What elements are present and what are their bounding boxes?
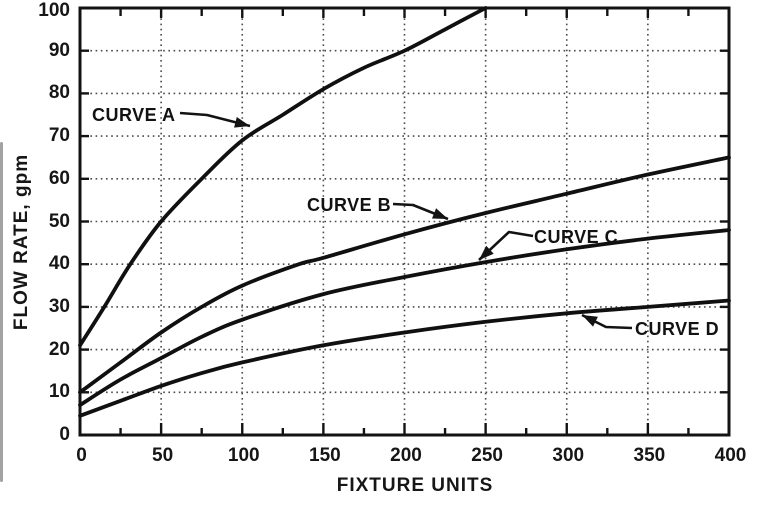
x-axis-title: FIXTURE UNITS [336, 475, 494, 496]
curve-a-arrowhead [234, 117, 250, 128]
y-tick-label: 90 [48, 39, 70, 61]
curve-d-path [78, 298, 731, 418]
x-tick-label: 250 [471, 445, 503, 466]
curve-b-arrowhead [432, 208, 448, 219]
curve-c-arrowhead [479, 245, 494, 260]
curve-a-path [78, 6, 488, 348]
x-tick-label: 200 [390, 445, 422, 466]
x-tick-label: 300 [552, 445, 585, 466]
x-tick-label: 150 [309, 445, 341, 466]
y-tick-label: 100 [38, 0, 70, 21]
curve-b-label: CURVE B [307, 195, 392, 215]
curve-d-label: CURVE D [635, 319, 720, 339]
x-tick-label: 400 [714, 445, 747, 466]
curve-c-path [78, 228, 731, 407]
curve-c-label: CURVE C [534, 227, 619, 247]
x-tick-label: 50 [152, 445, 174, 466]
y-tick-label: 50 [48, 210, 70, 232]
y-tick-label: 80 [48, 82, 70, 104]
scan-edge-artifact [0, 142, 3, 482]
y-tick-label: 60 [48, 167, 70, 189]
x-tick-label: 0 [76, 445, 87, 466]
x-tick-label: 100 [227, 445, 260, 466]
curve-d-arrowhead [582, 315, 598, 327]
y-tick-label: 70 [48, 125, 70, 147]
y-tick-label: 20 [48, 338, 70, 360]
curve-b-path [78, 155, 731, 395]
y-tick-label: 40 [48, 253, 70, 275]
y-tick-label: 10 [48, 381, 70, 403]
y-tick-label: 0 [59, 424, 70, 445]
x-tick-label: 350 [633, 445, 666, 466]
y-tick-label: 30 [48, 295, 70, 317]
curve-a-label: CURVE A [92, 105, 176, 125]
